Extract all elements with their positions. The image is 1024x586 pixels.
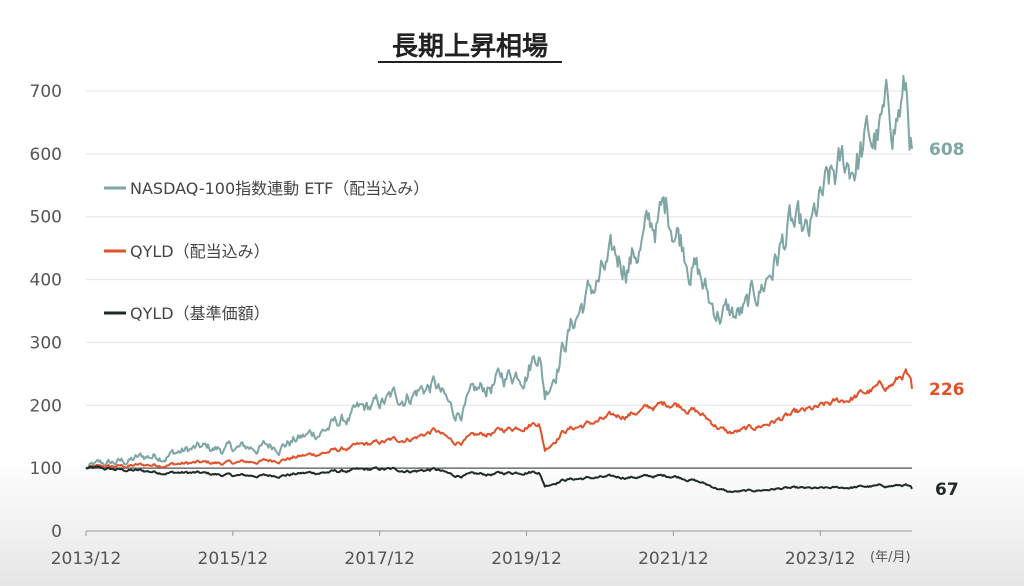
x-tick-label: 2019/12 — [491, 549, 562, 569]
legend-label: QYLD（基準価額） — [130, 304, 270, 323]
y-tick-label: 0 — [51, 522, 62, 542]
chart-title: 長期上昇相場 — [392, 32, 548, 62]
y-tick-label: 600 — [30, 145, 62, 165]
y-tick-label: 500 — [30, 208, 62, 228]
legend-label: QYLD（配当込み） — [130, 242, 270, 261]
x-tick-label: 2021/12 — [638, 549, 709, 569]
end-value-label: 67 — [935, 480, 959, 500]
series-line-2 — [85, 368, 913, 470]
x-tick-label: 2017/12 — [344, 549, 415, 569]
y-tick-label: 300 — [30, 333, 62, 353]
series-line-3 — [85, 465, 913, 493]
end-labels: 608 226 67 — [929, 140, 965, 500]
legend-label: NASDAQ-100指数連動 ETF（配当込み） — [130, 179, 429, 198]
series-lines — [85, 75, 913, 493]
y-tick-label: 100 — [30, 459, 62, 479]
x-tick-label: 2013/12 — [51, 549, 122, 569]
y-tick-label: 700 — [30, 82, 62, 102]
y-tick-label: 200 — [30, 396, 62, 416]
x-tick-label: 2015/12 — [198, 549, 269, 569]
end-value-label: 608 — [929, 140, 965, 160]
x-axis-unit: (年/月) — [870, 550, 911, 565]
legend: NASDAQ-100指数連動 ETF（配当込み） QYLD（配当込み） QYLD（基… — [104, 179, 429, 323]
grid-lines — [86, 90, 912, 532]
x-axis: 2013/12 2015/12 2017/12 2019/12 2021/12 2023/… — [51, 531, 856, 569]
y-tick-label: 400 — [30, 271, 62, 291]
series-line-1 — [85, 75, 913, 470]
end-value-label: 226 — [929, 380, 965, 400]
y-axis: 0 100 200 300 400 500 600 700 — [30, 82, 62, 542]
x-tick-label: 2023/12 — [785, 549, 856, 569]
